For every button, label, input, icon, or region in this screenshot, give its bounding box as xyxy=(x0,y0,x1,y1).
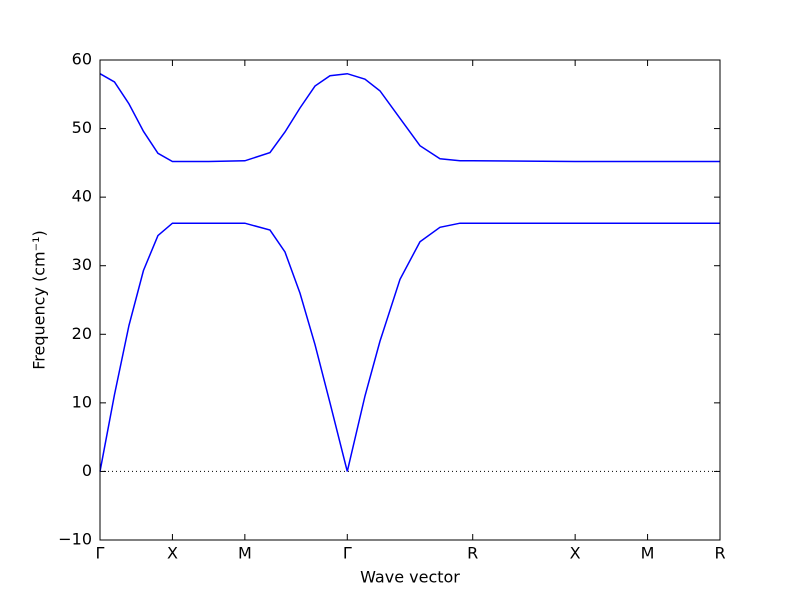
y-axis-label: Frequency (cm⁻¹) xyxy=(30,230,49,369)
y-tick-label: −10 xyxy=(58,530,92,549)
x-tick-label: Γ xyxy=(343,544,352,563)
y-tick-label: 40 xyxy=(72,187,92,206)
x-axis-label: Wave vector xyxy=(360,568,460,587)
y-tick-label: 0 xyxy=(82,461,92,480)
y-tick-label: 60 xyxy=(72,50,92,69)
y-tick-label: 30 xyxy=(72,255,92,274)
x-tick-label: R xyxy=(714,544,725,563)
x-tick-label: M xyxy=(641,544,655,563)
band-line xyxy=(99,222,720,472)
x-tick-label: Γ xyxy=(96,544,105,563)
x-tick-label: R xyxy=(467,544,478,563)
plot-frame xyxy=(99,59,721,541)
x-tick-label: M xyxy=(238,544,252,563)
x-tick-label: X xyxy=(167,544,178,563)
band-line xyxy=(99,72,720,163)
y-tick-label: 50 xyxy=(72,118,92,137)
y-tick-label: 10 xyxy=(72,392,92,411)
x-tick-label: X xyxy=(570,544,581,563)
y-tick-label: 20 xyxy=(72,324,92,343)
